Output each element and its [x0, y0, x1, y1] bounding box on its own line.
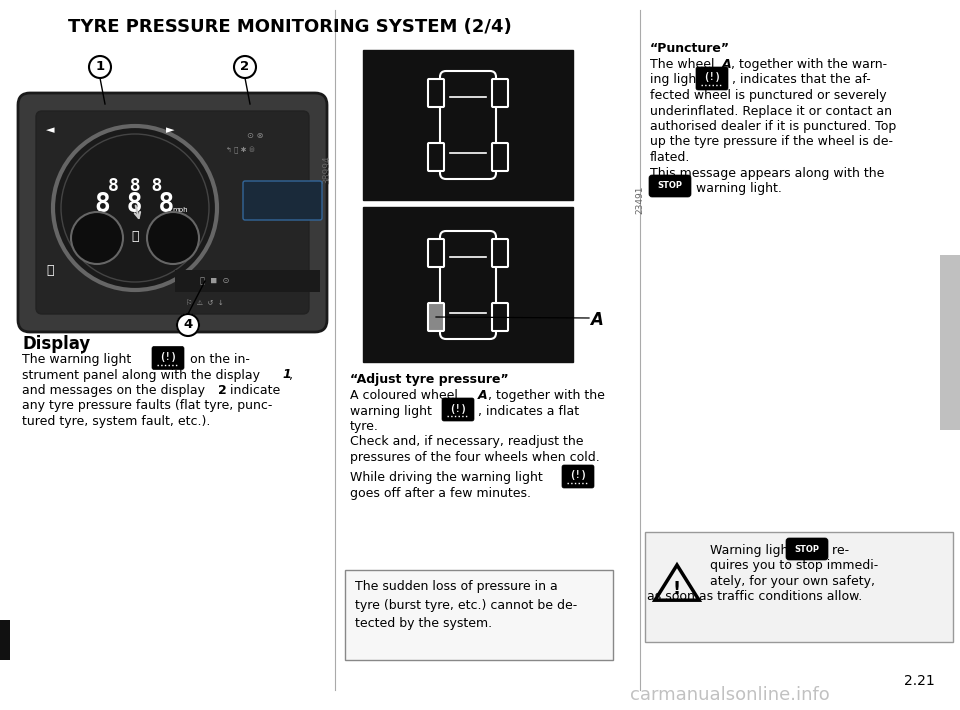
Text: The warning light: The warning light	[22, 353, 135, 366]
Text: ⊙ ⊗: ⊙ ⊗	[247, 131, 263, 139]
FancyBboxPatch shape	[363, 207, 573, 362]
Text: Display: Display	[22, 335, 90, 353]
FancyBboxPatch shape	[492, 79, 508, 107]
Text: warning light: warning light	[350, 405, 436, 417]
Text: mph: mph	[172, 207, 188, 213]
FancyBboxPatch shape	[428, 143, 444, 171]
Text: authorised dealer if it is punctured. Top: authorised dealer if it is punctured. To…	[650, 120, 897, 133]
Text: quires you to stop immedi-: quires you to stop immedi-	[710, 559, 878, 572]
Text: While driving the warning light: While driving the warning light	[350, 471, 547, 484]
Text: ◄: ◄	[46, 125, 55, 135]
Text: tured tyre, system fault, etc.).: tured tyre, system fault, etc.).	[22, 415, 210, 428]
FancyBboxPatch shape	[345, 570, 613, 660]
Circle shape	[177, 314, 199, 336]
Text: The wheel: The wheel	[650, 58, 718, 71]
Text: ⚐  ⚠  ↺  ↓: ⚐ ⚠ ↺ ↓	[186, 300, 224, 306]
Text: ⛽: ⛽	[46, 263, 54, 276]
Text: ately, for your own safety,: ately, for your own safety,	[710, 575, 875, 588]
FancyBboxPatch shape	[0, 620, 10, 660]
Text: ⛔  ◼  ⊙: ⛔ ◼ ⊙	[201, 276, 229, 285]
Text: (!): (!)	[449, 403, 467, 413]
Text: A coloured wheel: A coloured wheel	[350, 389, 462, 402]
Text: The sudden loss of pressure in a
tyre (burst tyre, etc.) cannot be de-
tected by: The sudden loss of pressure in a tyre (b…	[355, 580, 577, 630]
Text: 🚗: 🚗	[132, 229, 139, 243]
FancyBboxPatch shape	[363, 50, 573, 200]
Text: fected wheel is punctured or severely: fected wheel is punctured or severely	[650, 89, 887, 102]
Text: A: A	[722, 58, 732, 71]
Text: 38994: 38994	[323, 155, 331, 185]
Text: STOP: STOP	[795, 545, 820, 554]
Circle shape	[147, 212, 199, 264]
Text: goes off after a few minutes.: goes off after a few minutes.	[350, 487, 531, 500]
FancyBboxPatch shape	[18, 93, 327, 332]
FancyBboxPatch shape	[649, 175, 691, 197]
Text: “Adjust tyre pressure”: “Adjust tyre pressure”	[350, 373, 509, 386]
Text: STOP: STOP	[658, 182, 683, 190]
Text: A: A	[590, 311, 604, 329]
Text: ,: ,	[289, 368, 293, 381]
Text: 2: 2	[240, 60, 250, 74]
Text: ing light: ing light	[650, 74, 706, 87]
Text: , indicates that the af-: , indicates that the af-	[732, 74, 871, 87]
Text: , together with the: , together with the	[488, 389, 605, 402]
Text: warning light.: warning light.	[692, 182, 781, 195]
FancyBboxPatch shape	[492, 239, 508, 267]
Text: as soon as traffic conditions allow.: as soon as traffic conditions allow.	[647, 591, 862, 604]
Text: on the in-: on the in-	[186, 353, 250, 366]
FancyBboxPatch shape	[243, 181, 322, 220]
FancyBboxPatch shape	[940, 255, 960, 430]
Text: 1: 1	[95, 60, 105, 74]
Text: TYRE PRESSURE MONITORING SYSTEM (2/4): TYRE PRESSURE MONITORING SYSTEM (2/4)	[68, 18, 512, 36]
FancyBboxPatch shape	[36, 111, 309, 314]
Text: 4: 4	[183, 319, 193, 332]
Text: “Puncture”: “Puncture”	[650, 42, 730, 55]
Text: (!): (!)	[159, 352, 177, 362]
Text: , together with the warn-: , together with the warn-	[731, 58, 887, 71]
Text: A: A	[478, 389, 488, 402]
Text: 2: 2	[218, 384, 227, 397]
FancyBboxPatch shape	[442, 398, 474, 421]
Text: , indicates a flat: , indicates a flat	[478, 405, 579, 417]
FancyBboxPatch shape	[645, 532, 953, 642]
Text: 23491: 23491	[636, 186, 644, 214]
Text: 1: 1	[282, 368, 291, 381]
Text: 2.21: 2.21	[904, 674, 935, 688]
Text: This message appears along with the: This message appears along with the	[650, 167, 884, 180]
FancyBboxPatch shape	[492, 143, 508, 171]
Text: strument panel along with the display: strument panel along with the display	[22, 368, 264, 381]
Circle shape	[71, 212, 123, 264]
FancyBboxPatch shape	[152, 346, 184, 369]
Circle shape	[89, 56, 111, 78]
Text: underinflated. Replace it or contact an: underinflated. Replace it or contact an	[650, 104, 892, 117]
FancyBboxPatch shape	[428, 239, 444, 267]
Text: Warning light: Warning light	[710, 544, 797, 557]
Text: Check and, if necessary, readjust the: Check and, if necessary, readjust the	[350, 435, 584, 449]
Text: 8 8 8: 8 8 8	[108, 177, 162, 195]
Text: and messages on the display: and messages on the display	[22, 384, 209, 397]
Text: !: !	[673, 580, 681, 598]
Text: (!): (!)	[703, 72, 721, 82]
FancyBboxPatch shape	[428, 79, 444, 107]
FancyBboxPatch shape	[428, 303, 444, 331]
FancyBboxPatch shape	[562, 465, 594, 488]
FancyBboxPatch shape	[175, 270, 320, 292]
Text: ↰ 🔧 ✱ ♾: ↰ 🔧 ✱ ♾	[226, 146, 254, 153]
Text: (!): (!)	[569, 471, 587, 481]
Text: flated.: flated.	[650, 151, 690, 164]
Text: indicate: indicate	[226, 384, 280, 397]
Text: carmanualsonline.info: carmanualsonline.info	[630, 686, 829, 704]
Text: re-: re-	[828, 544, 850, 557]
FancyBboxPatch shape	[492, 303, 508, 331]
Circle shape	[234, 56, 256, 78]
FancyBboxPatch shape	[786, 538, 828, 560]
Text: tyre.: tyre.	[350, 420, 379, 433]
FancyBboxPatch shape	[696, 67, 728, 90]
Text: 8 8 8: 8 8 8	[95, 192, 175, 218]
Text: pressures of the four wheels when cold.: pressures of the four wheels when cold.	[350, 451, 600, 464]
Text: ►: ►	[166, 125, 175, 135]
Text: any tyre pressure faults (flat tyre, punc-: any tyre pressure faults (flat tyre, pun…	[22, 400, 273, 413]
Circle shape	[53, 126, 217, 290]
Text: up the tyre pressure if the wheel is de-: up the tyre pressure if the wheel is de-	[650, 136, 893, 148]
